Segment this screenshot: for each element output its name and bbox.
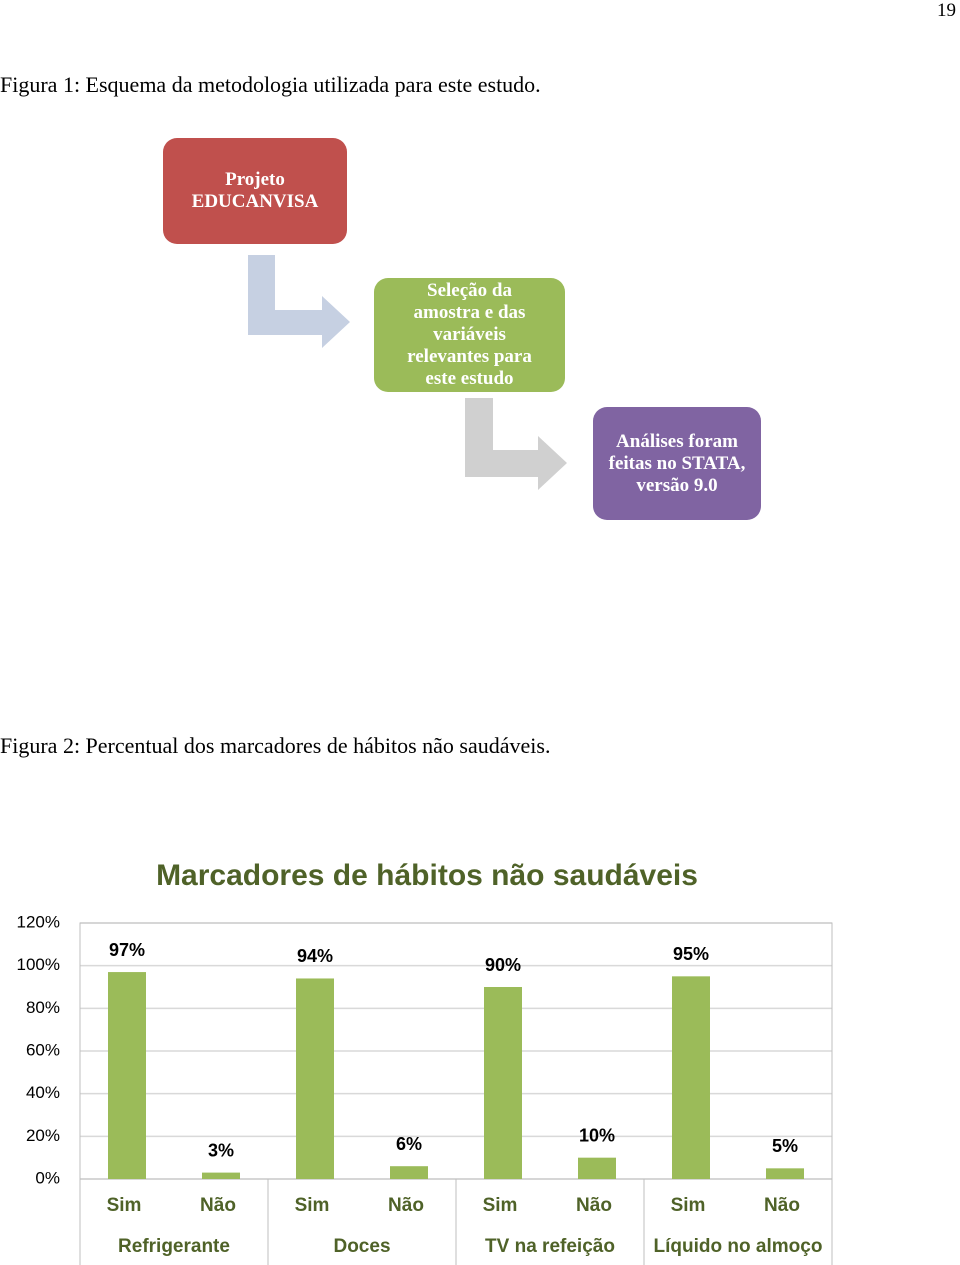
value-label: 95% [673, 944, 709, 964]
y-tick-label: 40% [26, 1083, 60, 1102]
value-label: 3% [208, 1140, 234, 1160]
arrow [248, 255, 350, 348]
figure-caption: Figura 2: Percentual dos marcadores de h… [0, 733, 551, 758]
y-tick-label: 20% [26, 1126, 60, 1145]
group-label: Doces [333, 1236, 390, 1257]
chart: Marcadores de hábitos não saudáveis 0% 20… [17, 859, 833, 1265]
bar [578, 1157, 616, 1179]
x-tick-label: Sim [671, 1195, 706, 1216]
y-tick-label: 60% [26, 1040, 60, 1059]
y-tick-label: 120% [17, 912, 60, 931]
arrow [465, 398, 567, 490]
x-tick-label: Não [388, 1195, 424, 1216]
page-number: 19 [937, 0, 956, 21]
diagram-node: Projeto EDUCANVISA [163, 138, 347, 244]
bar [766, 1168, 804, 1179]
value-label: 97% [109, 940, 145, 960]
y-tick-label: 100% [17, 955, 60, 974]
bar [484, 987, 522, 1179]
group-label: Líquido no almoço [654, 1236, 823, 1257]
diagram-node: Seleção da amostra e das variáveis relev… [374, 278, 565, 392]
chart-title: Marcadores de hábitos não saudáveis [156, 859, 698, 892]
x-tick-label: Não [200, 1195, 236, 1216]
figure-caption: Figura 1: Esquema da metodologia utiliza… [0, 72, 541, 97]
value-label: 94% [297, 946, 333, 966]
bar [296, 978, 334, 1179]
x-tick-label: Não [764, 1195, 800, 1216]
diagram-arrows [248, 255, 567, 490]
y-tick-label: 80% [26, 998, 60, 1017]
value-label: 5% [772, 1136, 798, 1156]
x-tick-label: Sim [483, 1195, 518, 1216]
group-label: TV na refeição [485, 1236, 615, 1257]
x-tick-label: Não [576, 1195, 612, 1216]
bar [108, 972, 146, 1179]
y-tick-label: 0% [35, 1168, 60, 1187]
x-tick-label: Sim [295, 1195, 330, 1216]
bar [672, 976, 710, 1179]
value-label: 6% [396, 1134, 422, 1154]
diagram-node: Análises foram feitas no STATA, versão 9… [593, 407, 761, 520]
x-tick-label: Sim [107, 1195, 142, 1216]
value-label: 90% [485, 955, 521, 975]
bar [202, 1172, 240, 1179]
value-label: 10% [579, 1125, 615, 1145]
group-label: Refrigerante [118, 1236, 230, 1257]
bar [390, 1166, 428, 1179]
